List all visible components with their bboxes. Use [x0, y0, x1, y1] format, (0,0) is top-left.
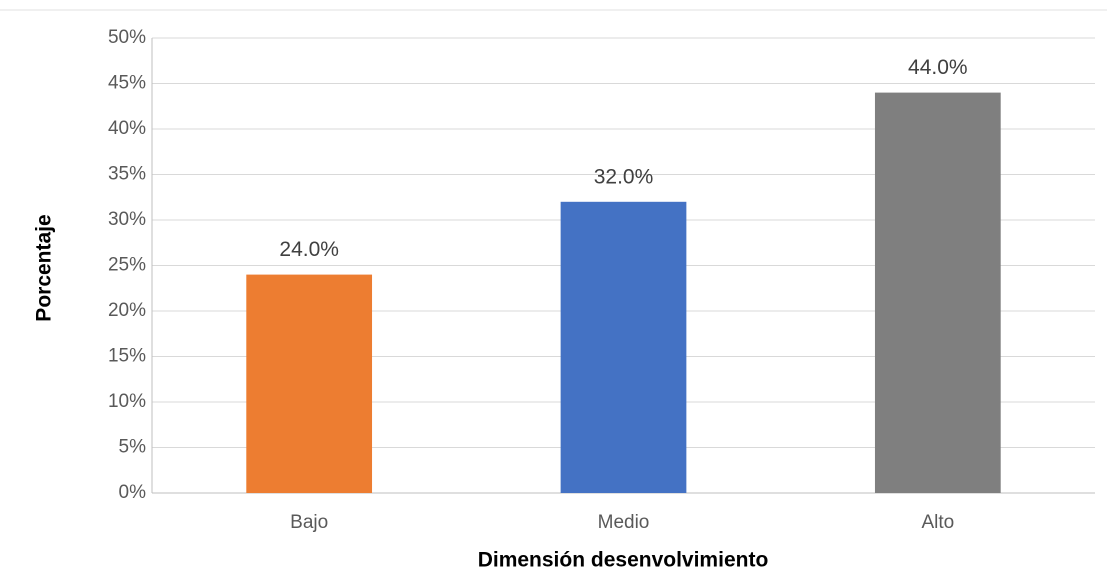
y-axis-title: Porcentaje	[33, 214, 56, 321]
y-tick-label: 0%	[119, 482, 147, 503]
y-tick-label: 40%	[108, 118, 146, 139]
y-tick-label: 35%	[108, 164, 146, 185]
y-tick-label: 20%	[108, 300, 146, 321]
y-tick-label: 10%	[108, 391, 146, 412]
y-tick-label: 5%	[119, 437, 147, 458]
y-tick-label: 15%	[108, 346, 146, 367]
bar	[560, 201, 687, 494]
y-tick-label: 30%	[108, 209, 146, 230]
y-tick-label: 50%	[108, 27, 146, 48]
data-label: 24.0%	[279, 238, 339, 261]
y-tick-label: 45%	[108, 73, 146, 94]
x-tick-label: Medio	[598, 512, 650, 533]
x-tick-label: Bajo	[290, 512, 328, 533]
bar	[874, 92, 1001, 493]
data-label: 44.0%	[908, 56, 968, 79]
data-label: 32.0%	[594, 165, 654, 188]
x-axis-title: Dimensión desenvolvimiento	[478, 549, 769, 572]
bar	[246, 274, 373, 493]
y-tick-label: 25%	[108, 255, 146, 276]
x-tick-label: Alto	[921, 512, 954, 533]
